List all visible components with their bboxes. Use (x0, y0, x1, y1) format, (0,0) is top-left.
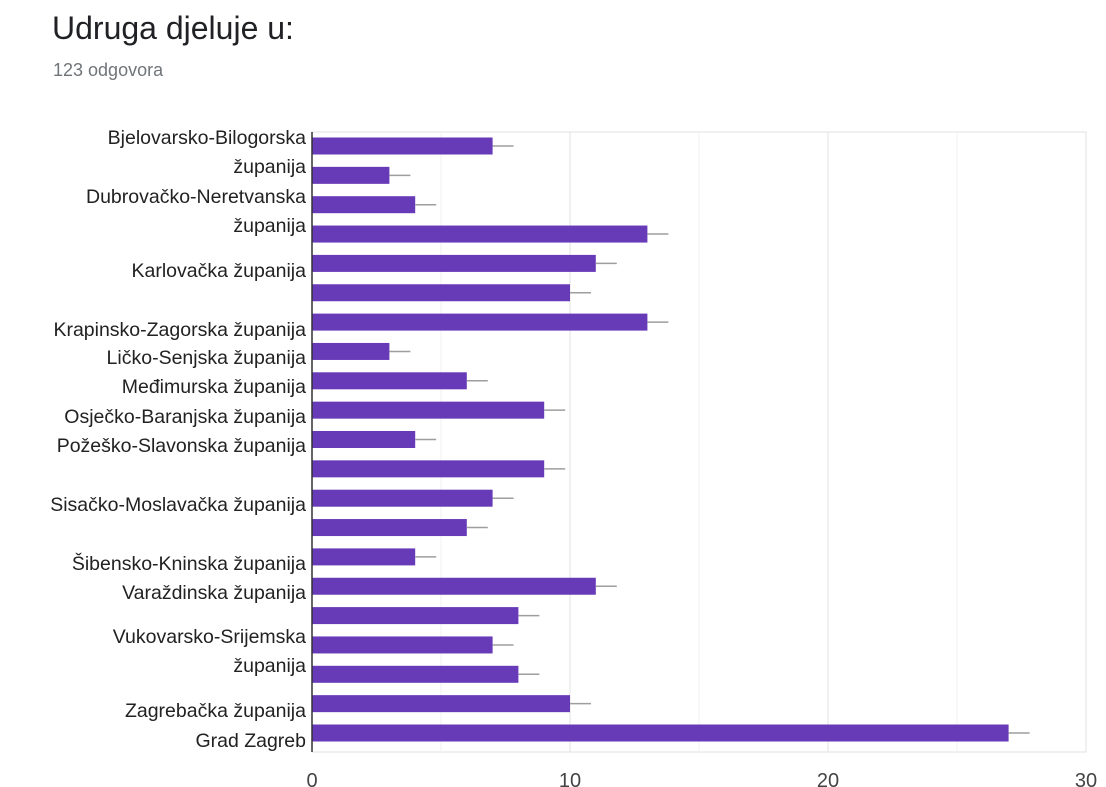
bar (312, 665, 519, 683)
y-category-label: Bjelovarsko-Bilogorska (108, 127, 306, 149)
bar (312, 636, 493, 654)
bar (312, 548, 416, 566)
bar (312, 460, 545, 478)
y-category-label: Varaždinska županija (122, 582, 306, 604)
bar (312, 284, 570, 302)
y-category-label: županija (233, 655, 306, 677)
x-tick-label: 10 (559, 770, 581, 787)
y-category-label: Međimurska županija (122, 376, 306, 398)
bar (312, 313, 648, 331)
bar (312, 607, 519, 625)
bar (312, 137, 493, 155)
bar (312, 431, 416, 448)
response-count: 123 odgovora (53, 60, 164, 80)
y-category-label: Krapinsko-Zagorska županija (53, 319, 306, 341)
bar (312, 401, 545, 419)
x-tick-label: 20 (817, 770, 839, 787)
y-category-label: županija (233, 215, 306, 237)
bar (312, 489, 493, 507)
y-category-label: Sisačko-Moslavačka županija (50, 494, 306, 516)
y-category-label: Dubrovačko-Neretvanska (86, 186, 306, 208)
y-category-label: Osječko-Baranjska županija (64, 406, 306, 428)
y-category-label: Vukovarsko-Srijemska (113, 626, 306, 648)
page-title: Udruga djeluje u: (52, 10, 294, 46)
bar (312, 225, 648, 243)
bar (312, 724, 1009, 742)
bar (312, 196, 416, 214)
bar (312, 577, 596, 595)
y-category-label: Šibensko-Kninska županija (72, 552, 306, 575)
y-category-label: županija (233, 156, 306, 178)
bar (312, 342, 390, 360)
bar (312, 254, 596, 272)
y-category-label: Karlovačka županija (131, 260, 306, 282)
bar (312, 166, 390, 184)
bar (312, 519, 467, 537)
y-category-label: Grad Zagreb (195, 730, 306, 752)
y-category-label: Ličko-Senjska županija (107, 347, 307, 369)
x-tick-label: 30 (1075, 770, 1097, 787)
x-tick-label: 0 (306, 770, 317, 787)
y-category-label: Zagrebačka županija (125, 700, 306, 722)
bar (312, 695, 570, 713)
bar (312, 372, 467, 390)
y-category-label: Požeško-Slavonska županija (57, 435, 306, 457)
